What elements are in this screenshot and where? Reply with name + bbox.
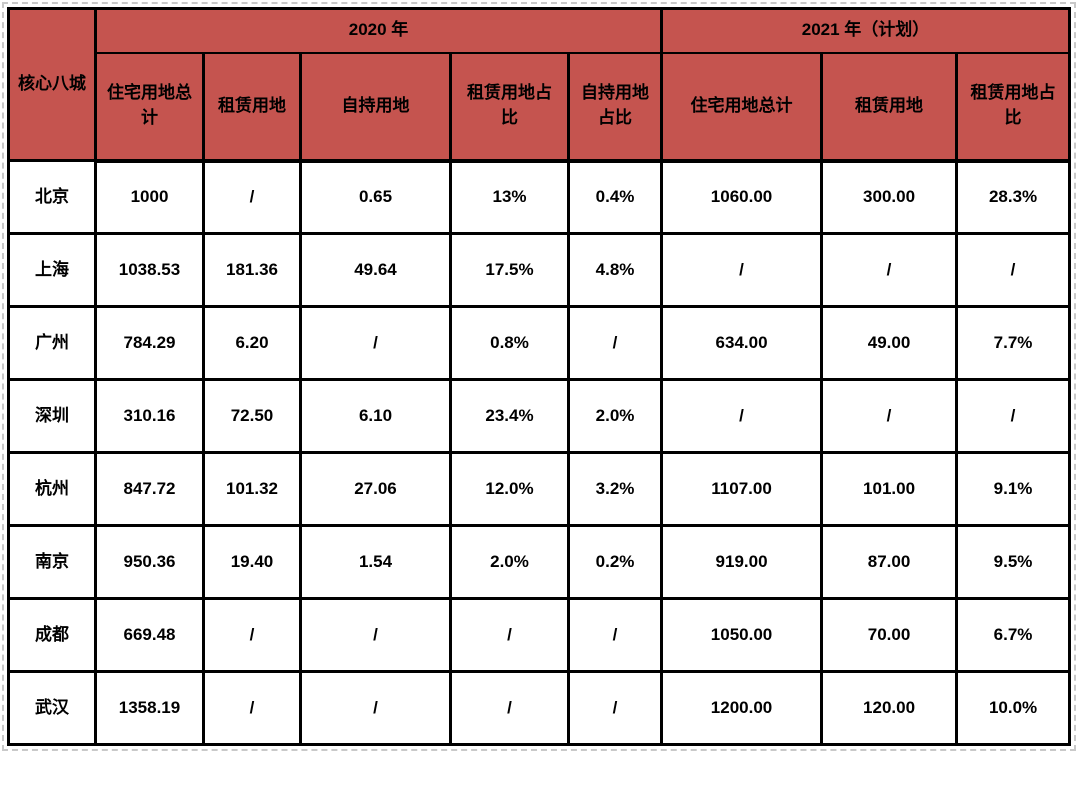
table-cell: / [202,159,302,235]
table-cell: 13% [449,159,570,235]
table-cell: / [202,597,302,673]
table-selection-marquee[interactable]: 核心八城 2020 年 2021 年（计划） 住宅用地总计 租赁用地 自持用地 … [2,2,1077,751]
table-cell: 17.5% [449,232,570,308]
table-cell: 10.0% [955,670,1072,746]
table-cell: / [566,305,664,381]
table-cell: 0.4% [566,159,664,235]
land-supply-table: 核心八城 2020 年 2021 年（计划） 住宅用地总计 租赁用地 自持用地 … [7,7,1072,746]
table-cell: 0.2% [566,524,664,600]
table-body: 北京 1000/0.65 13% 0.4% 1060.00 300.00 28.3% 上海 10… [7,159,1072,746]
table-cell: / [566,597,664,673]
table-cell: / [449,670,570,746]
table-cell: 0.65 [299,159,452,235]
table-cell: 784.29 [94,305,205,381]
table-cell: 1200.00 [660,670,824,746]
table-cell: 19.40 [202,524,302,600]
table-cell: 1060.00 [660,159,824,235]
table-cell: 101.00 [820,451,959,527]
table-cell: / [299,597,452,673]
table-cell: 300.00 [820,159,959,235]
table-cell: 2.0% [566,378,664,454]
table-cell: 6.7% [955,597,1072,673]
table-row: 北京 1000/0.65 13% 0.4% 1060.00 300.00 28.3% [7,159,1072,235]
table-cell: 181.36 [202,232,302,308]
row-header-city: 广州 [7,305,97,381]
table-cell: / [299,305,452,381]
table-cell: 310.16 [94,378,205,454]
table-cell: 0.8% [449,305,570,381]
table-cell: 72.50 [202,378,302,454]
table-cell: 28.3% [955,159,1072,235]
table-cell: 12.0% [449,451,570,527]
year-group-row: 核心八城 2020 年 2021 年（计划） [7,7,1072,162]
table-cell: / [660,378,824,454]
table-cell: / [820,378,959,454]
table-cell: 23.4% [449,378,570,454]
column-header: 住宅用地总计 [660,51,824,163]
table-cell: 101.32 [202,451,302,527]
corner-header: 核心八城 [7,7,97,162]
table-cell: 634.00 [660,305,824,381]
table-cell: 49.64 [299,232,452,308]
table-cell: 847.72 [94,451,205,527]
table-cell: 919.00 [660,524,824,600]
table-cell: 2.0% [449,524,570,600]
row-header-city: 南京 [7,524,97,600]
table-cell: 1107.00 [660,451,824,527]
table-row: 成都 669.48// //1050.00 70.00 6.7% [7,597,1072,673]
table-cell: 6.10 [299,378,452,454]
table-cell: 4.8% [566,232,664,308]
table-cell: 669.48 [94,597,205,673]
table-cell: 950.36 [94,524,205,600]
table-cell: 1000 [94,159,205,235]
table-cell: / [955,232,1072,308]
row-header-city: 武汉 [7,670,97,746]
table-cell: / [660,232,824,308]
column-header-row: 住宅用地总计 租赁用地 自持用地 租赁用地占比 自持用地占比 住宅用地总计 租赁… [9,51,1072,163]
column-header: 租赁用地 [202,51,302,163]
column-header: 住宅用地总计 [94,51,205,163]
table-cell: / [955,378,1072,454]
table-cell: / [820,232,959,308]
table-cell: 70.00 [820,597,959,673]
column-header: 租赁用地占比 [955,51,1072,163]
table-cell: 1358.19 [94,670,205,746]
table-cell: 1.54 [299,524,452,600]
year-2020-group-header: 2020 年 [93,7,664,54]
table-cell: 120.00 [820,670,959,746]
table-row: 杭州 847.72 101.32 27.06 12.0% 3.2% 1107.00 101.0… [7,451,1072,527]
table-cell: 1050.00 [660,597,824,673]
column-header: 租赁用地 [820,51,959,163]
table-cell: 6.20 [202,305,302,381]
row-header-city: 上海 [7,232,97,308]
table-row: 南京 950.36 19.40 1.54 2.0% 0.2% 919.00 87.00 9.5% [7,524,1072,600]
row-header-city: 深圳 [7,378,97,454]
table-cell: 3.2% [566,451,664,527]
table-cell: / [299,670,452,746]
table-row: 上海 1038.53 181.36 49.64 17.5% 4.8% / / / [7,232,1072,308]
table-row: 深圳 310.16 72.50 6.10 23.4% 2.0% / / / [7,378,1072,454]
table-cell: / [449,597,570,673]
table-row: 武汉 1358.19// //1200.00 120.00 10.0% [7,670,1072,746]
table-cell: 87.00 [820,524,959,600]
column-header: 自持用地占比 [566,51,664,163]
table-cell: 27.06 [299,451,452,527]
table-cell: / [202,670,302,746]
column-header: 租赁用地占比 [449,51,570,163]
table-cell: 9.1% [955,451,1072,527]
table-header: 核心八城 2020 年 2021 年（计划） 住宅用地总计 租赁用地 自持用地 … [7,7,1072,163]
year-2021-group-header: 2021 年（计划） [660,7,1072,54]
row-header-city: 杭州 [7,451,97,527]
table-cell: 1038.53 [94,232,205,308]
table-cell: 9.5% [955,524,1072,600]
column-header: 自持用地 [299,51,452,163]
table-cell: 49.00 [820,305,959,381]
table-cell: / [566,670,664,746]
table-row: 广州 784.29 6.20/0.8%/634.00 49.00 7.7% [7,305,1072,381]
row-header-city: 北京 [7,159,97,235]
table-cell: 7.7% [955,305,1072,381]
row-header-city: 成都 [7,597,97,673]
